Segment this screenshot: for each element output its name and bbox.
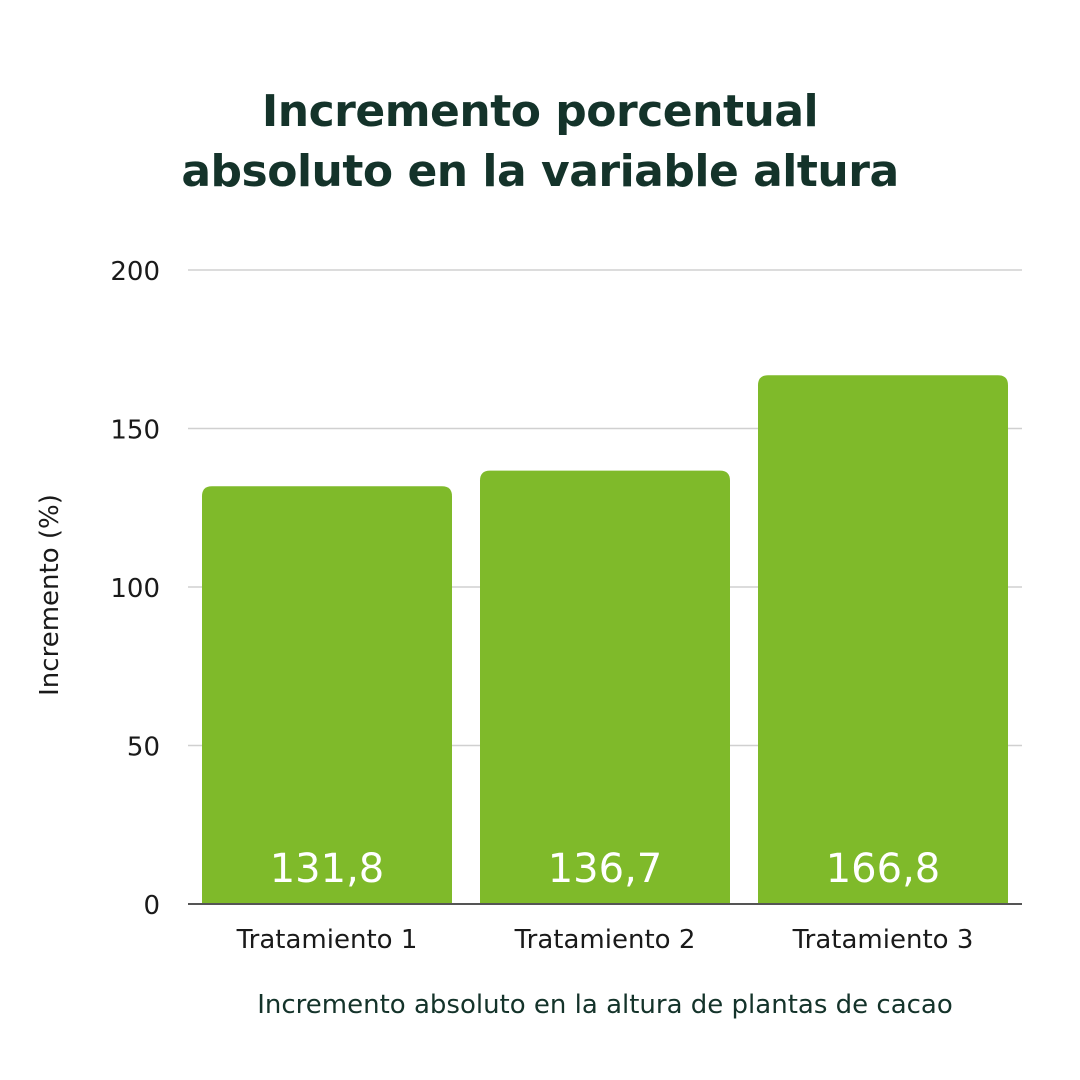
y-tick-label: 150 [110,416,160,446]
chart-title-line-2: absoluto en la variable altura [181,146,899,197]
bar [202,486,452,904]
bar [480,470,730,904]
y-tick-label: 200 [110,257,160,287]
x-tick-label: Tratamiento 2 [514,925,696,955]
y-tick-label: 0 [143,891,160,921]
chart-title-line-1: Incremento porcentual [261,86,819,137]
x-tick-label: Tratamiento 3 [792,925,974,955]
bar-value-label: 166,8 [826,846,941,892]
bar-value-label: 131,8 [270,846,385,892]
x-tick-label: Tratamiento 1 [236,925,418,955]
bar [758,375,1008,904]
y-tick-label: 50 [127,733,160,763]
bar-value-label: 136,7 [548,846,663,892]
y-tick-label: 100 [110,574,160,604]
chart-title: Incremento porcentual absoluto en la var… [0,82,1080,202]
y-axis-label: Incremento (%) [35,494,65,696]
x-axis-label: Incremento absoluto en la altura de plan… [257,990,953,1020]
